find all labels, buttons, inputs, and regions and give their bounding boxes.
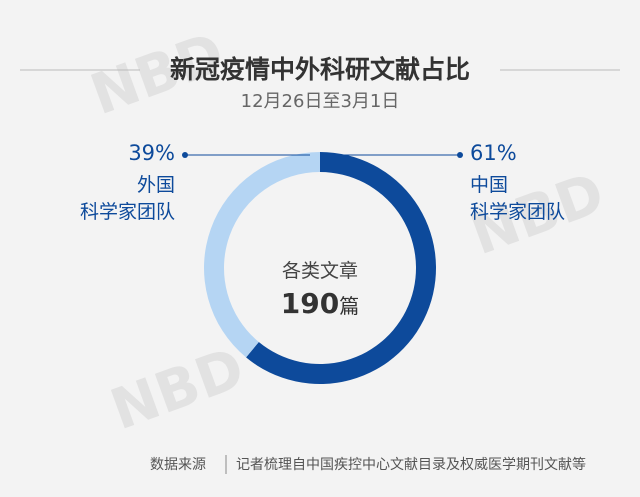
value-label: 39% [128, 141, 175, 165]
callout-dot [457, 152, 463, 158]
source: 记者梳理自中国疾控中心文献目录及权威医学期刊文献等 [236, 456, 586, 473]
center-value: 190 [281, 287, 339, 320]
callout-dot [182, 152, 188, 158]
watermark: NBD [103, 336, 253, 444]
center-unit: 篇 [339, 294, 359, 318]
category-label: 外国 科学家团队 [79, 174, 175, 223]
category-label: 中国 科学家团队 [470, 174, 566, 223]
subtitle: 12月26日至3月1日 [241, 91, 400, 112]
donut-segment [246, 152, 436, 384]
center-label: 各类文章 [282, 260, 358, 282]
value-label: 61% [470, 141, 517, 165]
center-total: 190篇 [281, 287, 359, 320]
chart-title: 新冠疫情中外科研文献占比 [170, 55, 470, 84]
donut-segment [203, 152, 320, 358]
source-label: 数据来源 [150, 457, 206, 473]
